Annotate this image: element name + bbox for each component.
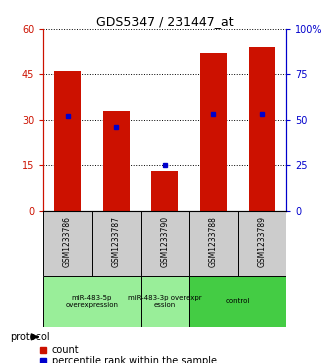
Bar [103, 111, 130, 211]
Text: control: control [225, 298, 250, 304]
Bar [92, 211, 141, 276]
Title: GDS5347 / 231447_at: GDS5347 / 231447_at [96, 15, 234, 28]
Text: count: count [52, 345, 79, 355]
Text: GSM1233788: GSM1233788 [209, 216, 218, 267]
Bar [152, 171, 178, 211]
Text: protocol: protocol [10, 332, 50, 342]
Text: GSM1233790: GSM1233790 [160, 216, 169, 267]
Bar [141, 211, 189, 276]
Text: GSM1233789: GSM1233789 [257, 216, 267, 267]
Bar [189, 276, 286, 327]
Bar [189, 211, 238, 276]
Bar [238, 211, 286, 276]
Text: GSM1233786: GSM1233786 [63, 216, 72, 267]
Text: GSM1233787: GSM1233787 [112, 216, 121, 267]
Bar [141, 276, 189, 327]
Bar [43, 276, 141, 327]
Bar [54, 72, 81, 211]
Text: percentile rank within the sample: percentile rank within the sample [52, 356, 216, 363]
Bar [200, 53, 227, 211]
Bar [43, 211, 92, 276]
Text: miR-483-3p overexpr
ession: miR-483-3p overexpr ession [128, 295, 202, 308]
Text: miR-483-5p
overexpression: miR-483-5p overexpression [65, 295, 119, 308]
Bar [249, 47, 275, 211]
